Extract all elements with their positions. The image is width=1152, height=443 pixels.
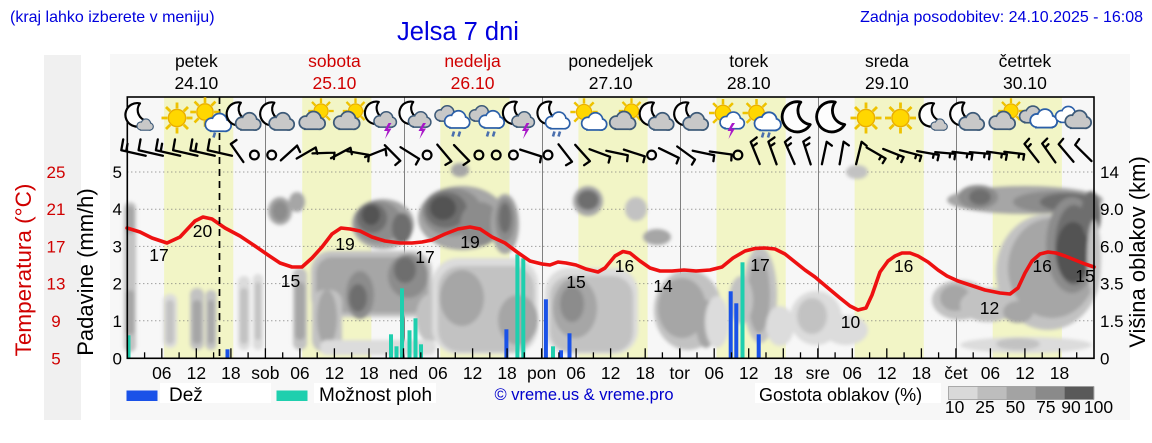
svg-text:25: 25 bbox=[975, 397, 994, 417]
svg-text:16: 16 bbox=[615, 256, 634, 276]
svg-text:ned: ned bbox=[389, 363, 418, 383]
svg-text:2: 2 bbox=[113, 275, 122, 294]
svg-text:sre: sre bbox=[806, 363, 830, 383]
svg-text:06: 06 bbox=[290, 363, 309, 383]
svg-text:29.10: 29.10 bbox=[865, 73, 909, 93]
svg-text:100: 100 bbox=[1084, 397, 1113, 417]
svg-text:75: 75 bbox=[1036, 397, 1055, 417]
svg-text:Jelsa 7 dni: Jelsa 7 dni bbox=[397, 18, 519, 46]
svg-text:17: 17 bbox=[415, 247, 434, 267]
svg-text:3: 3 bbox=[113, 237, 122, 256]
svg-text:26.10: 26.10 bbox=[451, 73, 495, 93]
svg-text:90: 90 bbox=[1061, 397, 1081, 417]
svg-text:06: 06 bbox=[704, 363, 723, 383]
svg-text:nedelja: nedelja bbox=[444, 51, 501, 71]
svg-text:12: 12 bbox=[980, 298, 999, 318]
svg-text:5: 5 bbox=[51, 349, 60, 368]
svg-text:30.10: 30.10 bbox=[1003, 73, 1047, 93]
svg-text:18: 18 bbox=[221, 363, 240, 383]
svg-text:25.10: 25.10 bbox=[313, 73, 357, 93]
svg-text:15: 15 bbox=[1075, 266, 1094, 286]
svg-text:torek: torek bbox=[729, 51, 768, 71]
svg-text:ponedeljek: ponedeljek bbox=[568, 51, 653, 71]
svg-text:1: 1 bbox=[113, 312, 122, 331]
svg-text:sob: sob bbox=[251, 363, 279, 383]
svg-text:Gostota oblakov (%): Gostota oblakov (%) bbox=[759, 385, 922, 405]
svg-text:12: 12 bbox=[187, 363, 206, 383]
svg-text:14: 14 bbox=[653, 276, 673, 296]
svg-text:Višina oblakov (km): Višina oblakov (km) bbox=[1125, 156, 1150, 348]
svg-text:15: 15 bbox=[281, 271, 300, 291]
svg-text:18: 18 bbox=[635, 363, 654, 383]
svg-text:20: 20 bbox=[193, 221, 213, 241]
svg-text:19: 19 bbox=[460, 232, 479, 252]
svg-text:pon: pon bbox=[527, 363, 556, 383]
svg-text:15: 15 bbox=[566, 272, 585, 292]
svg-text:12: 12 bbox=[601, 363, 620, 383]
svg-text:14: 14 bbox=[1100, 163, 1119, 182]
svg-text:9.0: 9.0 bbox=[1100, 200, 1124, 219]
svg-text:(kraj lahko izberete v meniju): (kraj lahko izberete v meniju) bbox=[10, 9, 215, 26]
svg-text:28.10: 28.10 bbox=[727, 73, 771, 93]
svg-text:0: 0 bbox=[1100, 349, 1109, 368]
svg-text:18: 18 bbox=[774, 363, 793, 383]
svg-text:Dež: Dež bbox=[169, 385, 203, 406]
svg-text:sreda: sreda bbox=[865, 51, 909, 71]
svg-text:13: 13 bbox=[47, 275, 66, 294]
svg-text:12: 12 bbox=[877, 363, 896, 383]
svg-text:Možnost ploh: Možnost ploh bbox=[319, 385, 432, 406]
svg-text:1.5: 1.5 bbox=[1100, 312, 1124, 331]
svg-text:Zadnja posodobitev: 24.10.2025: Zadnja posodobitev: 24.10.2025 - 16:08 bbox=[860, 9, 1143, 26]
svg-text:24.10: 24.10 bbox=[174, 73, 218, 93]
svg-text:17: 17 bbox=[149, 245, 168, 265]
svg-text:06: 06 bbox=[981, 363, 1000, 383]
svg-text:12: 12 bbox=[325, 363, 344, 383]
svg-text:18: 18 bbox=[912, 363, 931, 383]
svg-text:12: 12 bbox=[463, 363, 482, 383]
svg-text:© vreme.us & vreme.pro: © vreme.us & vreme.pro bbox=[494, 386, 673, 404]
svg-text:06: 06 bbox=[152, 363, 171, 383]
svg-text:21: 21 bbox=[47, 200, 66, 219]
svg-text:25: 25 bbox=[47, 163, 66, 182]
svg-text:čet: čet bbox=[944, 363, 967, 383]
svg-text:17: 17 bbox=[47, 237, 66, 256]
svg-text:50: 50 bbox=[1006, 397, 1026, 417]
svg-text:Temperatura (°C): Temperatura (°C) bbox=[11, 184, 36, 357]
svg-text:četrtek: četrtek bbox=[999, 51, 1052, 71]
svg-text:06: 06 bbox=[843, 363, 862, 383]
svg-text:9: 9 bbox=[51, 312, 60, 331]
svg-text:5: 5 bbox=[113, 163, 122, 182]
svg-text:10: 10 bbox=[945, 397, 965, 417]
svg-text:4: 4 bbox=[113, 200, 122, 219]
svg-text:16: 16 bbox=[894, 256, 913, 276]
svg-text:Padavine (mm/h): Padavine (mm/h) bbox=[73, 188, 98, 356]
svg-text:18: 18 bbox=[1050, 363, 1069, 383]
svg-text:0: 0 bbox=[113, 349, 122, 368]
svg-text:18: 18 bbox=[497, 363, 516, 383]
svg-text:petek: petek bbox=[175, 51, 218, 71]
svg-text:3.5: 3.5 bbox=[1100, 275, 1124, 294]
svg-text:19: 19 bbox=[335, 234, 354, 254]
svg-text:12: 12 bbox=[1015, 363, 1034, 383]
svg-text:17: 17 bbox=[750, 255, 769, 275]
svg-text:tor: tor bbox=[669, 363, 690, 383]
svg-text:6.0: 6.0 bbox=[1100, 237, 1124, 256]
svg-text:16: 16 bbox=[1032, 256, 1051, 276]
svg-text:18: 18 bbox=[359, 363, 378, 383]
svg-text:10: 10 bbox=[841, 312, 861, 332]
svg-text:27.10: 27.10 bbox=[589, 73, 633, 93]
svg-text:06: 06 bbox=[428, 363, 447, 383]
svg-text:12: 12 bbox=[739, 363, 758, 383]
svg-text:06: 06 bbox=[566, 363, 585, 383]
svg-text:sobota: sobota bbox=[308, 51, 361, 71]
